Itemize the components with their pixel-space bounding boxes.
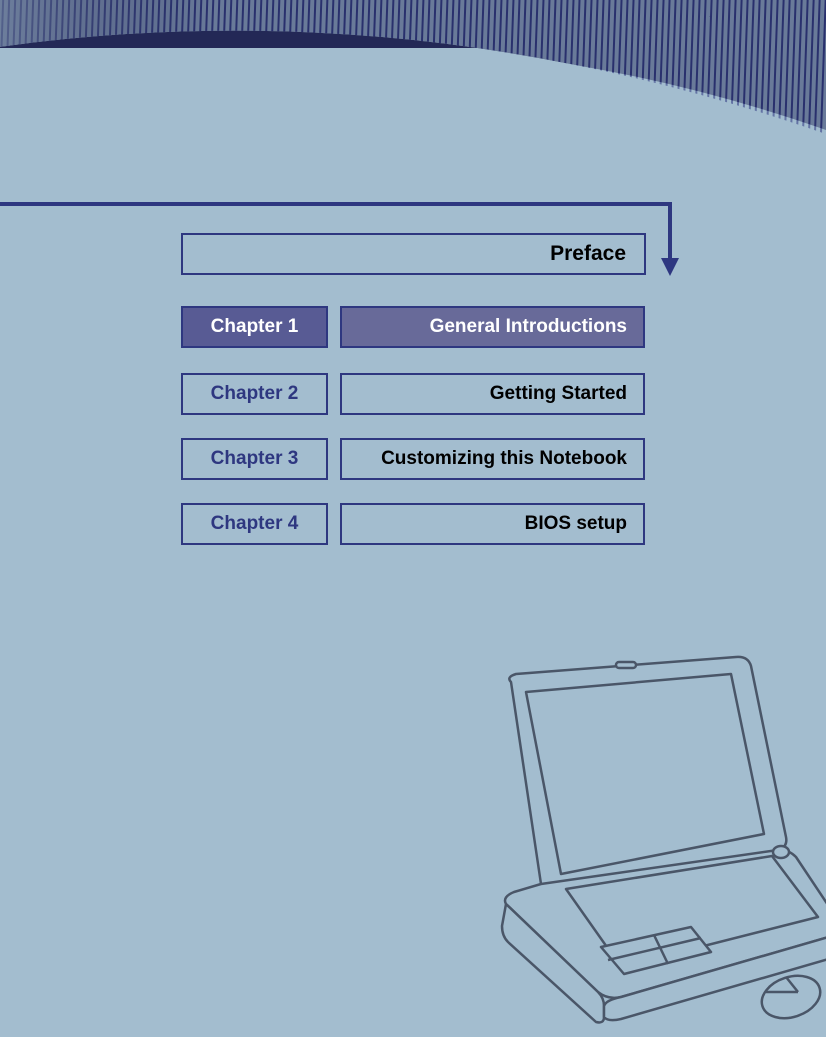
arrow-head-icon (661, 258, 679, 276)
chapter-num-1: Chapter 1 (181, 306, 328, 348)
chapter-title-label: Getting Started (490, 383, 627, 405)
chapter-row-1[interactable]: Chapter 1 General Introductions (181, 306, 645, 348)
chapter-row-2[interactable]: Chapter 2 Getting Started (181, 373, 645, 415)
laptop-illustration (426, 652, 826, 1032)
chapter-title-4: BIOS setup (340, 503, 645, 545)
arrow-line (668, 202, 672, 262)
chapter-title-1: General Introductions (340, 306, 645, 348)
chapter-num-label: Chapter 2 (211, 383, 299, 405)
chapter-title-label: Customizing this Notebook (381, 448, 627, 470)
chapter-num-3: Chapter 3 (181, 438, 328, 480)
chapter-title-3: Customizing this Notebook (340, 438, 645, 480)
chapter-num-label: Chapter 1 (211, 316, 299, 338)
horizontal-rule (0, 202, 669, 206)
chapter-num-label: Chapter 4 (211, 513, 299, 535)
chapter-title-label: General Introductions (430, 316, 627, 338)
chapter-num-label: Chapter 3 (211, 448, 299, 470)
chapter-row-3[interactable]: Chapter 3 Customizing this Notebook (181, 438, 645, 480)
chapter-title-2: Getting Started (340, 373, 645, 415)
chapter-num-4: Chapter 4 (181, 503, 328, 545)
chapter-row-4[interactable]: Chapter 4 BIOS setup (181, 503, 645, 545)
preface-label: Preface (550, 242, 626, 266)
chapter-num-2: Chapter 2 (181, 373, 328, 415)
preface-box[interactable]: Preface (181, 233, 646, 275)
chapter-title-label: BIOS setup (525, 513, 627, 535)
